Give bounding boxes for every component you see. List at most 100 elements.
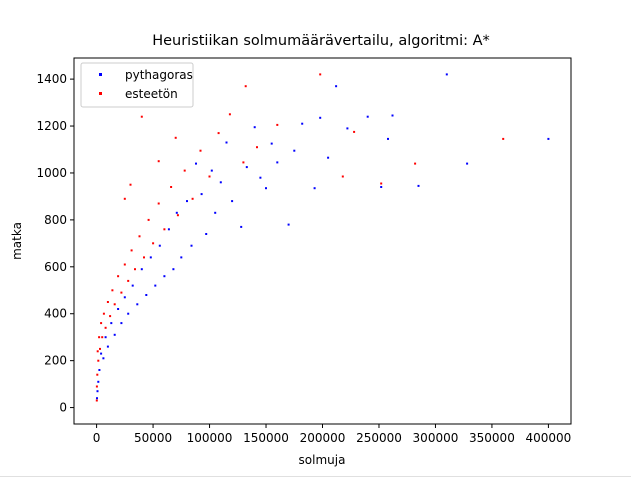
point-pythagoras [417, 184, 420, 187]
point-pythagoras [313, 187, 316, 190]
point-esteeton [199, 149, 202, 152]
y-tick-label: 0 [59, 401, 67, 415]
x-tick-label: 200000 [300, 431, 346, 445]
point-pythagoras [98, 369, 101, 371]
point-pythagoras [120, 322, 123, 325]
point-esteeton [96, 350, 99, 353]
point-esteeton [127, 279, 130, 282]
x-axis: 0 50000 100000 150000 200000 250000 300000 3500… [93, 424, 572, 445]
x-tick-label: 400000 [526, 431, 572, 445]
x-tick-label: 350000 [469, 431, 515, 445]
point-esteeton [152, 242, 155, 245]
point-esteeton [102, 312, 105, 315]
x-tick-label: 50000 [134, 431, 172, 445]
point-pythagoras [113, 333, 116, 336]
y-tick-label: 1000 [36, 166, 67, 180]
point-esteeton [106, 301, 109, 303]
point-pythagoras [240, 225, 243, 228]
point-pythagoras [301, 122, 304, 125]
point-pythagoras [195, 162, 197, 165]
point-esteeton [143, 256, 145, 259]
bottom-divider [0, 476, 631, 477]
point-esteeton [120, 291, 123, 294]
point-esteeton [176, 214, 179, 217]
point-esteeton [95, 399, 98, 402]
point-esteeton [256, 146, 258, 149]
point-esteeton [319, 73, 322, 76]
point-pythagoras [149, 256, 152, 259]
point-esteeton [183, 169, 186, 172]
point-esteeton [217, 132, 220, 135]
point-esteeton [123, 197, 126, 200]
point-pythagoras [327, 156, 330, 159]
point-esteeton [244, 85, 247, 88]
legend: pythagoras esteetön [80, 62, 194, 108]
point-pythagoras [186, 200, 188, 203]
x-tick-label: 250000 [356, 431, 402, 445]
point-pythagoras [205, 233, 208, 235]
point-esteeton [242, 161, 245, 164]
point-esteeton [341, 175, 344, 178]
point-pythagoras [265, 187, 267, 190]
point-pythagoras [97, 380, 100, 383]
point-esteeton [134, 268, 136, 271]
point-esteeton [208, 175, 211, 178]
point-pythagoras [172, 268, 175, 271]
point-pythagoras [104, 336, 107, 339]
point-esteeton [157, 160, 160, 163]
point-esteeton [98, 336, 101, 339]
point-esteeton [276, 123, 279, 126]
point-pythagoras [253, 126, 256, 129]
point-pythagoras [131, 284, 134, 287]
legend-marker-pythagoras [99, 73, 102, 76]
y-axis: 0 200 400 600 800 1000 1200 1400 [36, 72, 74, 415]
y-tick-label: 600 [44, 260, 67, 274]
point-esteeton [104, 326, 107, 329]
point-pythagoras [106, 345, 109, 348]
point-pythagoras [163, 275, 166, 278]
point-pythagoras [96, 390, 99, 393]
point-pythagoras [231, 200, 234, 203]
x-tick-label: 300000 [413, 431, 459, 445]
point-esteeton [117, 275, 120, 278]
point-pythagoras [96, 397, 98, 400]
point-pythagoras [466, 162, 469, 165]
plot-area [74, 58, 571, 424]
point-pythagoras [319, 116, 322, 119]
point-pythagoras [445, 73, 448, 76]
x-tick-label: 100000 [187, 431, 233, 445]
legend-box [80, 62, 194, 108]
point-esteeton [228, 113, 231, 116]
point-pythagoras [387, 137, 389, 140]
point-esteeton [138, 235, 141, 238]
point-esteeton [140, 115, 143, 118]
point-esteeton [101, 336, 104, 339]
point-esteeton [502, 137, 505, 140]
y-tick-label: 1400 [36, 72, 67, 86]
y-tick-label: 400 [44, 307, 67, 321]
x-axis-label: solmuja [299, 453, 346, 467]
point-pythagoras [547, 137, 550, 140]
point-pythagoras [366, 115, 369, 118]
point-esteeton [95, 385, 98, 388]
point-pythagoras [245, 166, 248, 169]
point-pythagoras [210, 169, 213, 172]
point-esteeton [157, 202, 160, 205]
y-tick-label: 800 [44, 213, 67, 227]
point-esteeton [109, 315, 112, 318]
point-esteeton [380, 182, 383, 185]
x-tick-label: 150000 [243, 431, 289, 445]
point-pythagoras [259, 176, 262, 179]
point-esteeton [111, 289, 114, 292]
point-pythagoras [127, 312, 130, 315]
point-esteeton [113, 303, 116, 306]
point-pythagoras [391, 114, 394, 117]
point-esteeton [100, 322, 103, 325]
point-pythagoras [110, 322, 113, 325]
point-esteeton [414, 162, 417, 165]
point-pythagoras [346, 127, 349, 130]
point-pythagoras [175, 211, 178, 214]
legend-marker-esteeton [99, 92, 102, 95]
point-pythagoras [335, 85, 338, 88]
point-pythagoras [117, 308, 120, 310]
